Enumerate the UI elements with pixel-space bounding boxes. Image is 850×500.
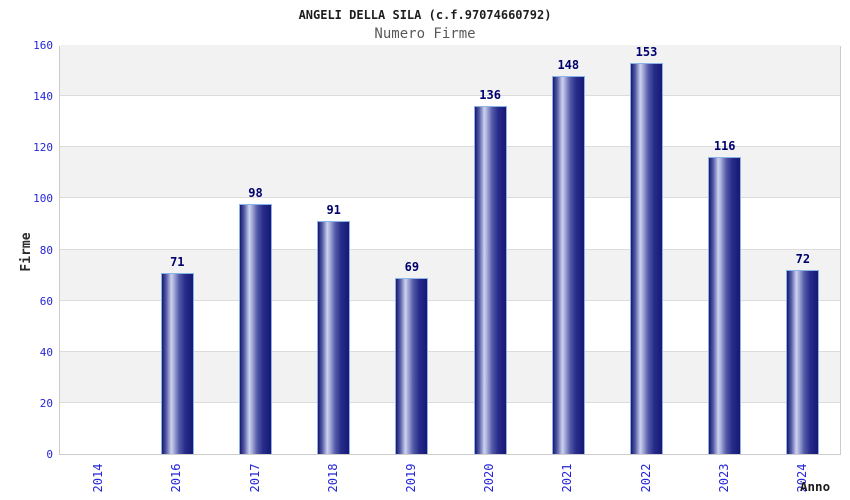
x-tick-label-2020: 2020 (482, 463, 497, 493)
gridline (60, 248, 840, 250)
bar-value-label: 91 (326, 203, 341, 218)
plot-area: 71 98 91 69 136 148 153 116 72 (59, 44, 841, 455)
y-tick-label: 120 (33, 141, 53, 155)
x-tick-label-2018: 2018 (325, 463, 340, 493)
y-tick-label: 160 (33, 39, 53, 52)
x-tick-label-2019: 2019 (403, 463, 418, 493)
gridline (60, 146, 840, 148)
grid-band (60, 45, 840, 97)
chart-subtitle: Numero Firme (374, 26, 476, 42)
bar-value-label: 136 (479, 88, 501, 103)
bar-value-label: 72 (795, 251, 811, 266)
x-axis-title: Anno (800, 479, 831, 494)
y-tick-label: 100 (33, 192, 53, 206)
chart-title: ANGELI DELLA SILA (c.f.97074660792) (298, 8, 552, 22)
bar-2023 (708, 157, 742, 454)
gridline (60, 299, 840, 301)
bar-value-label: 116 (713, 139, 736, 154)
gridline (60, 197, 840, 199)
grid-band (60, 96, 840, 148)
x-tick-label-2021: 2021 (560, 463, 575, 493)
bar-value-label: 98 (248, 185, 263, 200)
bar-2019 (395, 277, 429, 454)
gridline (60, 350, 840, 352)
x-tick-label-2016: 2016 (169, 463, 184, 493)
bar-2021 (551, 75, 585, 454)
bar-2018 (317, 221, 351, 454)
x-tick-label-2022: 2022 (638, 463, 653, 493)
bar-2022 (630, 62, 663, 454)
bar-2017 (239, 203, 272, 454)
bar-value-label: 148 (557, 57, 580, 72)
y-tick-label: 40 (39, 345, 53, 359)
gridline (60, 401, 840, 403)
bar-2020 (473, 106, 507, 454)
x-tick-label-2017: 2017 (247, 463, 262, 493)
bar-2024 (786, 269, 820, 454)
bar-value-label: 71 (170, 254, 185, 269)
y-tick-label: 0 (46, 448, 53, 461)
x-tick-label-2014: 2014 (91, 463, 106, 493)
bar-2016 (160, 272, 194, 454)
gridline (60, 95, 840, 97)
y-tick-label: 20 (39, 396, 53, 410)
y-tick-label: 80 (39, 243, 53, 257)
y-tick-label: 140 (33, 90, 53, 104)
bar-value-label: 153 (635, 44, 658, 59)
y-tick-label: 60 (39, 294, 53, 308)
x-tick-label-2023: 2023 (716, 463, 731, 493)
bar-value-label: 69 (404, 259, 420, 274)
